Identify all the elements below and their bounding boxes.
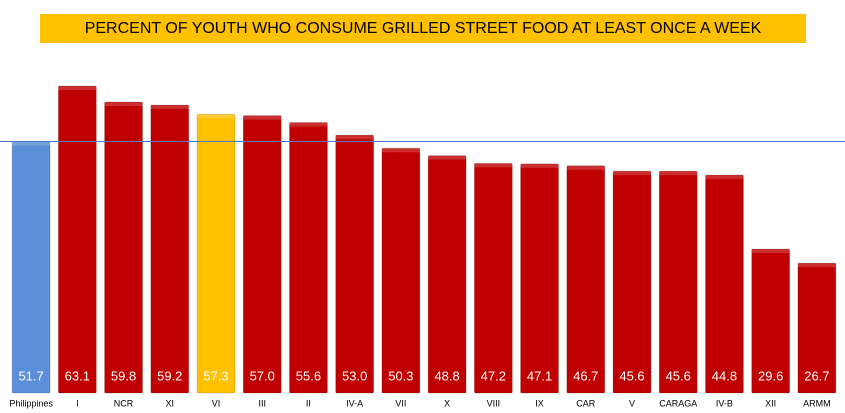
x-tick-label: VIII <box>487 398 501 408</box>
title-box <box>40 14 806 43</box>
bar-highlight <box>428 155 467 160</box>
x-tick-label: VII <box>395 398 406 408</box>
x-tick-label: XII <box>765 398 776 408</box>
x-tick-label: IX <box>535 398 544 408</box>
value-label: 57.0 <box>250 368 275 383</box>
bar <box>288 121 328 394</box>
value-label: 50.3 <box>388 368 413 383</box>
bar <box>11 140 51 394</box>
value-label: 51.7 <box>18 368 43 383</box>
value-label: 59.2 <box>157 368 182 383</box>
value-label: 44.8 <box>712 368 737 383</box>
x-tick-label: IV-A <box>346 398 363 408</box>
x-tick-label: VI <box>212 398 221 408</box>
bar <box>797 262 837 394</box>
x-tick-label: ARMM <box>803 398 831 408</box>
bar <box>520 163 560 394</box>
bar <box>150 104 190 394</box>
bar <box>566 165 606 394</box>
value-label: 45.6 <box>666 368 691 383</box>
bar-highlight <box>520 163 559 168</box>
bar <box>381 147 421 394</box>
value-label: 48.8 <box>434 368 459 383</box>
x-tick-label: III <box>258 398 266 408</box>
bar <box>704 174 744 394</box>
x-tick-label: XI <box>166 398 175 408</box>
value-label: 55.6 <box>296 368 321 383</box>
bar-highlight <box>335 135 374 140</box>
x-tick-label: V <box>629 398 635 408</box>
bar <box>335 134 375 394</box>
value-label: 63.1 <box>65 368 90 383</box>
bar <box>196 113 236 394</box>
bar <box>473 162 513 394</box>
bar-highlight <box>751 248 790 253</box>
bar <box>612 170 652 394</box>
value-label: 45.6 <box>619 368 644 383</box>
bar-highlight <box>150 104 189 109</box>
value-label: 29.6 <box>758 368 783 383</box>
bar-highlight <box>289 122 328 127</box>
value-label: 59.8 <box>111 368 136 383</box>
bar-highlight <box>104 102 143 107</box>
bar <box>104 101 144 394</box>
x-tick-label: Philippines <box>9 398 53 408</box>
x-tick-label: CARAGA <box>659 398 697 408</box>
chart-title: PERCENT OF YOUTH WHO CONSUME GRILLED STR… <box>85 20 762 37</box>
bar-highlight <box>659 171 698 176</box>
value-label: 47.1 <box>527 368 552 383</box>
x-tick-label: II <box>306 398 311 408</box>
bar-highlight <box>243 115 282 120</box>
x-tick-label: NCR <box>114 398 134 408</box>
bar <box>57 85 97 394</box>
bar-highlight <box>12 141 51 146</box>
bar-highlight <box>58 86 97 90</box>
bar-highlight <box>197 114 235 119</box>
value-label: 47.2 <box>481 368 506 383</box>
value-label: 26.7 <box>804 368 829 383</box>
bar <box>427 155 467 394</box>
bar-highlight <box>474 163 513 168</box>
x-tick-label: X <box>444 398 450 408</box>
x-tick-label: IV-B <box>716 398 733 408</box>
bar <box>751 248 791 394</box>
bar-highlight <box>381 148 420 153</box>
value-label: 46.7 <box>573 368 598 383</box>
bar-highlight <box>705 175 744 180</box>
value-label: 53.0 <box>342 368 367 383</box>
bar-highlight <box>797 263 836 268</box>
bar-highlight <box>566 165 605 170</box>
value-label: 57.3 <box>203 368 228 383</box>
bar <box>658 170 698 394</box>
x-tick-label: CAR <box>576 398 596 408</box>
x-tick-label: I <box>76 398 79 408</box>
bar <box>242 115 282 394</box>
bar-highlight <box>613 171 651 176</box>
